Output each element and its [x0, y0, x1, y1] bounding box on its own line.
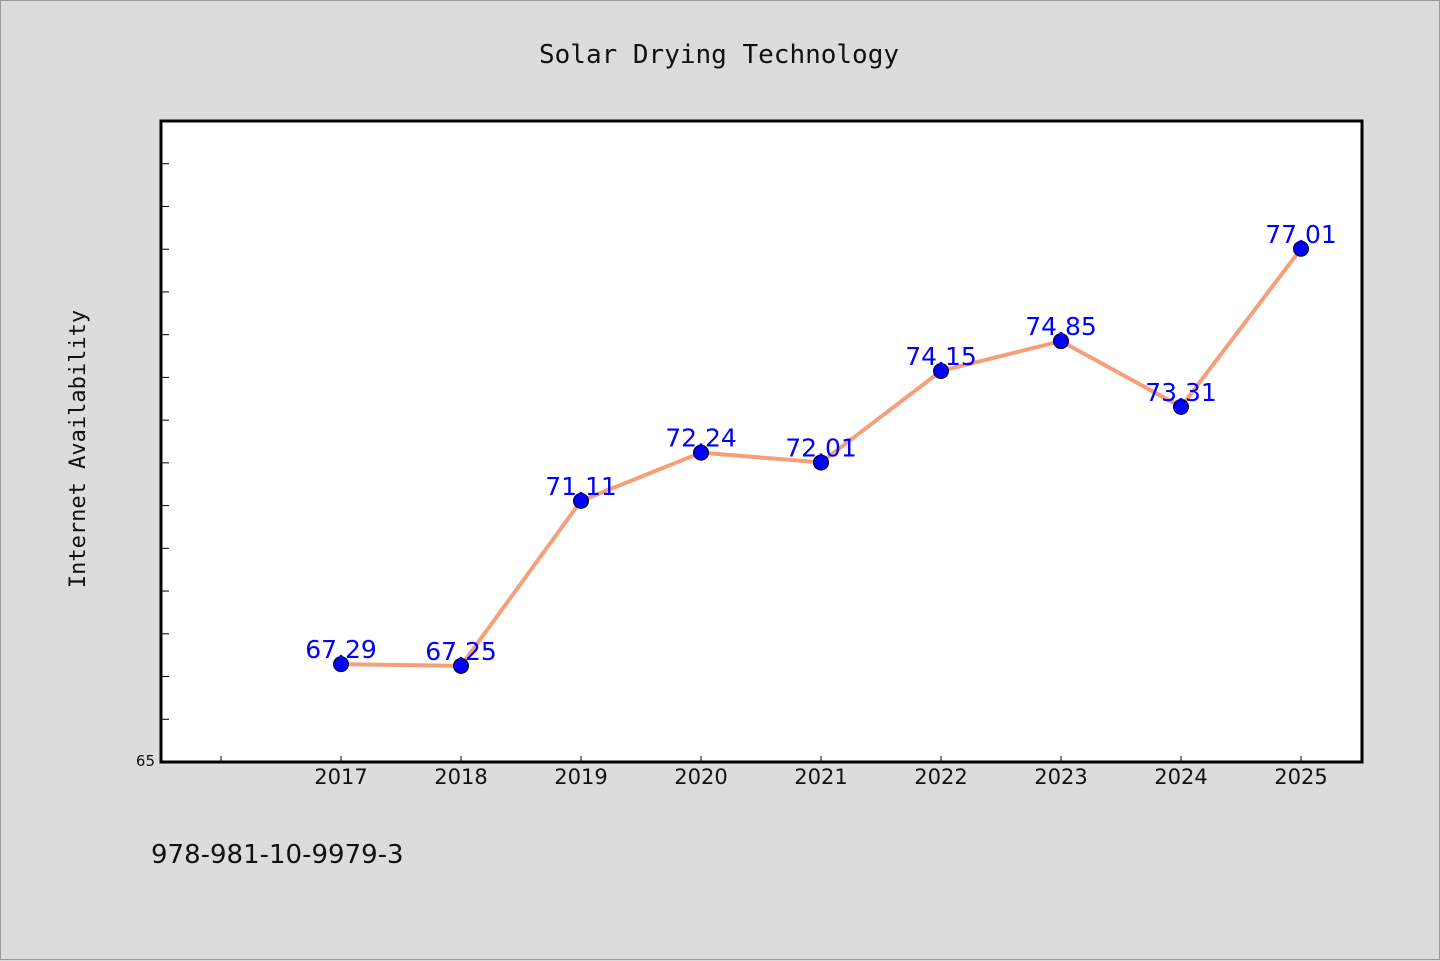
- data-point: [693, 444, 709, 461]
- y-tick-label: 65: [136, 752, 155, 770]
- plot-area: [159, 119, 1364, 764]
- data-label: 74.15: [905, 342, 977, 371]
- data-label: 67.25: [425, 637, 497, 666]
- data-point: [453, 657, 469, 674]
- data-point: [573, 492, 589, 509]
- data-point: [1173, 398, 1189, 415]
- data-point: [1053, 333, 1069, 350]
- data-point: [333, 656, 349, 673]
- data-label: 72.01: [785, 433, 857, 462]
- x-tick-label: 2023: [1034, 765, 1087, 789]
- data-label: 71.11: [545, 472, 617, 501]
- x-tick-label: 2024: [1154, 765, 1207, 789]
- x-tick-label: 2019: [554, 765, 607, 789]
- x-tick-label: 2022: [914, 765, 967, 789]
- data-label: 77.01: [1265, 220, 1337, 249]
- data-label: 72.24: [665, 424, 737, 453]
- isbn-text: 978-981-10-9979-3: [151, 840, 404, 870]
- data-labels-group: 67.29 67.25 71.11 72.24 72.01 74.15 74.85 73.31…: [305, 220, 1337, 666]
- data-label: 67.29: [305, 635, 377, 664]
- y-axis-label: Internet Availability: [66, 310, 91, 588]
- data-label: 73.31: [1145, 378, 1217, 407]
- x-tick-label: 2025: [1274, 765, 1327, 789]
- chart-title: Solar Drying Technology: [539, 40, 899, 70]
- x-tick-label: 2020: [674, 765, 727, 789]
- y-axis-ticks: 65: [136, 163, 169, 770]
- data-point: [933, 362, 949, 379]
- data-point: [813, 454, 829, 471]
- data-label: 74.85: [1025, 312, 1097, 341]
- data-point: [1293, 240, 1309, 257]
- x-tick-label: 2018: [434, 765, 487, 789]
- series-group: [333, 240, 1309, 674]
- x-axis-ticks: 2017 2018 2019 2020 2021 2022 2023 2024 2025: [220, 756, 1328, 789]
- x-tick-label: 2017: [314, 765, 367, 789]
- x-tick-label: 2021: [794, 765, 847, 789]
